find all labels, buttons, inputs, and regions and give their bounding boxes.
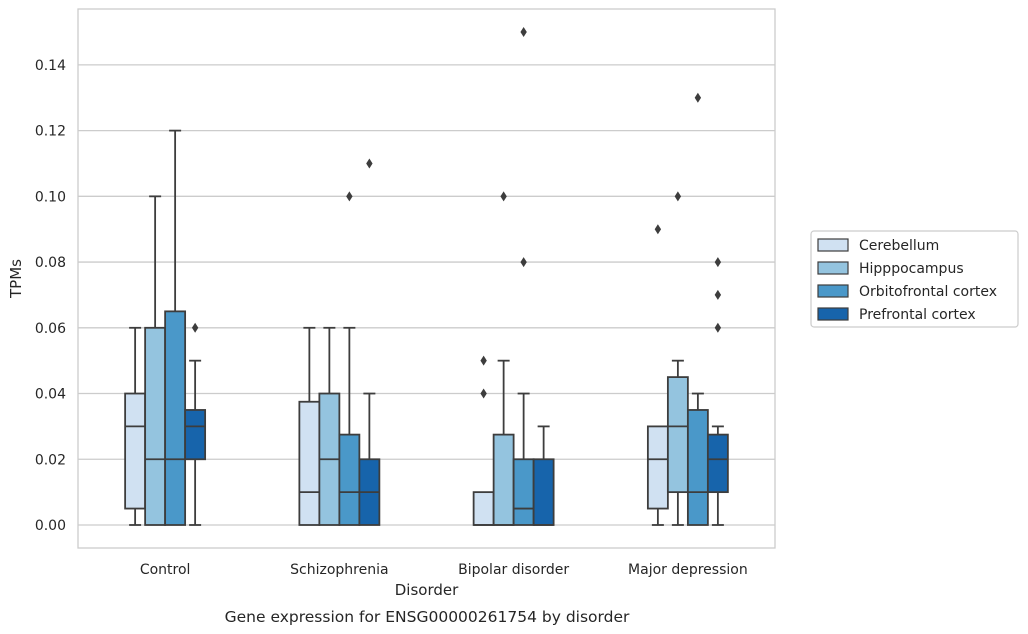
legend-swatch bbox=[817, 261, 849, 275]
y-tick-label: 0.08 bbox=[35, 255, 66, 271]
x-tick-label: Schizophrenia bbox=[290, 562, 388, 578]
box bbox=[124, 392, 147, 510]
x-tick-label: Control bbox=[140, 562, 191, 578]
box-group bbox=[706, 257, 729, 526]
y-tick-label: 0.14 bbox=[35, 58, 66, 74]
legend-swatch bbox=[817, 307, 849, 321]
outlier-point bbox=[191, 322, 199, 333]
x-axis-label: Disorder bbox=[395, 581, 459, 599]
box bbox=[298, 400, 321, 526]
legend-swatch bbox=[817, 238, 849, 252]
box bbox=[686, 409, 709, 526]
outlier-point bbox=[480, 388, 487, 399]
box-plot-area bbox=[124, 27, 729, 526]
y-axis-label: TPMs bbox=[7, 259, 25, 299]
outlier-point bbox=[520, 257, 527, 268]
box-group bbox=[492, 191, 515, 526]
y-axis-ticks: 0.00 0.02 0.04 0.06 0.08 0.10 0.12 0.14 bbox=[35, 58, 66, 534]
box-group bbox=[666, 191, 689, 526]
box-group bbox=[184, 322, 207, 526]
x-tick-label: Bipolar disorder bbox=[458, 562, 569, 578]
y-tick-label: 0.02 bbox=[35, 452, 66, 468]
box-group bbox=[144, 195, 167, 526]
box bbox=[144, 326, 167, 526]
box bbox=[184, 409, 207, 461]
box-group bbox=[512, 27, 535, 526]
box bbox=[532, 458, 555, 526]
box bbox=[512, 458, 535, 526]
box bbox=[646, 425, 669, 510]
plot-frame bbox=[77, 8, 776, 549]
legend-label: Hipppocampus bbox=[859, 261, 964, 277]
outlier-point bbox=[346, 191, 353, 202]
box-group bbox=[124, 326, 147, 526]
outlier-point bbox=[500, 191, 507, 202]
legend: Cerebellum Hipppocampus Orbitofrontal cort… bbox=[810, 230, 1019, 328]
x-axis-ticks: Control Schizophrenia Bipolar disorder Majo… bbox=[140, 562, 748, 578]
legend-frame bbox=[810, 230, 1019, 328]
chart-caption: Gene expression for ENSG00000261754 by d… bbox=[225, 608, 630, 626]
y-tick-label: 0.04 bbox=[35, 387, 66, 403]
box-group bbox=[472, 355, 495, 526]
box bbox=[706, 433, 729, 494]
legend-swatch bbox=[817, 284, 849, 298]
outlier-point bbox=[674, 191, 682, 202]
box bbox=[472, 491, 495, 526]
y-tick-label: 0.12 bbox=[35, 124, 66, 140]
box-group bbox=[532, 425, 555, 526]
box bbox=[492, 433, 515, 526]
outlier-point bbox=[714, 289, 722, 300]
box bbox=[666, 376, 689, 494]
outlier-point bbox=[714, 257, 722, 268]
y-tick-label: 0.00 bbox=[35, 518, 66, 534]
box bbox=[164, 310, 187, 526]
legend-label: Prefrontal cortex bbox=[859, 307, 976, 323]
y-tick-label: 0.06 bbox=[35, 321, 66, 337]
outlier-point bbox=[714, 322, 722, 333]
box bbox=[338, 433, 361, 526]
outlier-point bbox=[480, 355, 487, 366]
x-tick-label: Major depression bbox=[628, 562, 748, 578]
box-group bbox=[298, 326, 321, 526]
outlier-point bbox=[520, 27, 527, 38]
legend-label: Cerebellum bbox=[859, 238, 939, 254]
y-tick-label: 0.10 bbox=[35, 189, 66, 205]
legend-label: Orbitofrontal cortex bbox=[859, 284, 997, 300]
box-group bbox=[318, 326, 341, 526]
box-group bbox=[338, 191, 361, 526]
box-group bbox=[164, 129, 187, 526]
outlier-point bbox=[694, 92, 702, 103]
box-group bbox=[686, 92, 709, 526]
outlier-point bbox=[366, 158, 373, 169]
box-group bbox=[358, 158, 381, 526]
box-group bbox=[646, 224, 669, 526]
outlier-point bbox=[654, 224, 662, 235]
